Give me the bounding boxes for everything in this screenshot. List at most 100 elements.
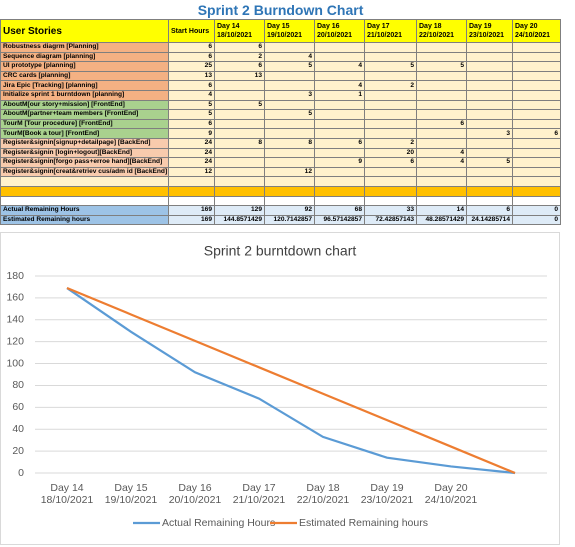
y-tick-label: 0 xyxy=(18,467,24,479)
header-day: Day 20 xyxy=(515,23,538,30)
cell: 92 xyxy=(264,205,315,216)
y-tick-label: 120 xyxy=(6,335,24,347)
header-cell: Day 16 20/10/2021 xyxy=(314,19,365,43)
cell xyxy=(264,42,315,53)
header-row: User Stories Start Hours Day 14 18/10/2021 D… xyxy=(0,19,562,43)
cell xyxy=(416,42,467,53)
cell: 96.57142857 xyxy=(314,214,365,226)
x-tick-label: 19/10/2021 xyxy=(105,494,158,506)
cell: 6 xyxy=(168,80,215,91)
cell: 14 xyxy=(416,205,467,216)
header-date: 20/10/2021 xyxy=(317,32,353,39)
header-day: Day 16 xyxy=(317,23,340,30)
blank-row xyxy=(0,176,562,187)
story-row: AboutM[our story+mission] [FrontEnd] 5 5 xyxy=(0,99,562,111)
cell xyxy=(416,128,467,139)
cell: 72.42857143 xyxy=(364,214,417,226)
cell: 144.8571429 xyxy=(214,214,265,226)
cell xyxy=(466,109,513,120)
cell xyxy=(511,109,562,120)
header-cell: Day 15 19/10/2021 xyxy=(264,19,315,43)
cell xyxy=(264,147,315,159)
cell xyxy=(0,185,169,197)
sheet-title: Sprint 2 Burndown Chart xyxy=(0,0,561,20)
cell xyxy=(511,185,562,197)
cell: 3 xyxy=(466,128,513,139)
cell xyxy=(364,109,417,120)
x-tick-label: Day 19 xyxy=(370,482,403,494)
cell xyxy=(264,118,315,130)
cell xyxy=(364,195,417,207)
sheet-body: Sprint 2 Burndown Chart User Stories Start… xyxy=(0,0,562,226)
cell xyxy=(416,70,467,82)
header-day: Day 17 xyxy=(367,23,390,30)
story-row: AboutM[partner+team members [FrontEnd] 5 5 xyxy=(0,109,562,120)
y-tick-label: 80 xyxy=(12,379,24,391)
title-row: Sprint 2 Burndown Chart xyxy=(0,0,561,20)
legend-label: Estimated Remaining hours xyxy=(299,517,428,529)
x-tick-label: Day 16 xyxy=(178,482,211,494)
cell xyxy=(364,176,417,187)
cell xyxy=(314,166,365,178)
cell: 6 xyxy=(314,137,365,149)
row-label: TourM[Book a tour] [FrontEnd] xyxy=(0,128,169,139)
x-tick-label: Day 18 xyxy=(306,482,339,494)
cell: 24 xyxy=(168,157,215,168)
cell xyxy=(214,166,265,178)
series-line xyxy=(66,287,516,475)
blank-row xyxy=(0,185,562,197)
header-cell: Day 17 21/10/2021 xyxy=(364,19,417,43)
row-label: AboutM[partner+team members [FrontEnd] xyxy=(0,109,169,120)
chart: Sprint 2 burntdown chart 0 20 40 60 80 100 120… xyxy=(0,232,560,545)
cell: 4 xyxy=(416,157,467,168)
cell: 68 xyxy=(314,205,365,216)
row-label: UI prototype [planning] xyxy=(0,61,169,72)
cell xyxy=(314,195,365,207)
x-tick-label: Day 14 xyxy=(50,482,83,494)
cell: 4 xyxy=(264,51,315,63)
cell xyxy=(314,147,365,159)
cell xyxy=(314,109,365,120)
x-tick-label: Day 17 xyxy=(242,482,275,494)
cell xyxy=(416,176,467,187)
cell: 20 xyxy=(364,147,417,159)
cell: 4 xyxy=(314,80,365,91)
cell: 12 xyxy=(168,166,215,178)
cell xyxy=(416,195,467,207)
cell: 25 xyxy=(168,61,215,72)
blank-row xyxy=(0,195,562,207)
cell xyxy=(364,70,417,82)
cell xyxy=(314,128,365,139)
cell xyxy=(466,137,513,149)
cell xyxy=(466,51,513,63)
cell xyxy=(511,70,562,82)
cell xyxy=(264,80,315,91)
header-date: 23/10/2021 xyxy=(469,32,505,39)
cell: 12 xyxy=(264,166,315,178)
cell xyxy=(214,157,265,168)
cell xyxy=(314,176,365,187)
cell xyxy=(364,99,417,111)
cell: 5 xyxy=(168,99,215,111)
cell xyxy=(214,109,265,120)
header-cell: Day 18 22/10/2021 xyxy=(416,19,467,43)
series-line xyxy=(66,287,516,475)
cell: 33 xyxy=(364,205,417,216)
cell xyxy=(466,80,513,91)
cell xyxy=(511,147,562,159)
story-row: Robustness diagrm [Planning] 6 6 xyxy=(0,42,562,53)
cell xyxy=(214,185,265,197)
cell xyxy=(466,185,513,197)
total-row: Estimated Remaining hours 169 144.8571429 1… xyxy=(0,214,562,226)
cell xyxy=(364,166,417,178)
cell xyxy=(364,185,417,197)
cell xyxy=(416,109,467,120)
cell xyxy=(416,51,467,63)
x-tick-label: 21/10/2021 xyxy=(233,494,286,506)
cell xyxy=(511,51,562,63)
cell xyxy=(264,70,315,82)
cell: 6 xyxy=(168,118,215,130)
row-label: Register&signin[forgo pass+erroe hand][B… xyxy=(0,157,169,168)
cell xyxy=(416,166,467,178)
y-tick-label: 60 xyxy=(12,401,24,413)
